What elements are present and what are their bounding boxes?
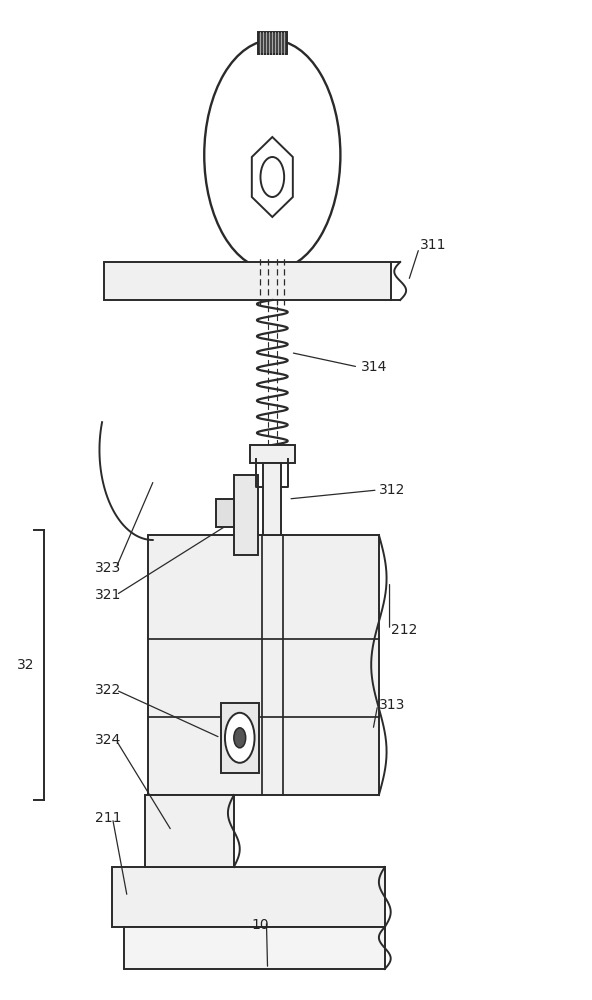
Bar xyxy=(250,445,295,463)
Bar xyxy=(124,927,385,969)
Text: 323: 323 xyxy=(95,561,121,575)
Bar xyxy=(145,795,234,867)
Text: 32: 32 xyxy=(17,658,34,672)
Bar xyxy=(112,867,385,927)
Bar xyxy=(263,463,281,535)
Text: 311: 311 xyxy=(420,238,447,252)
Text: 212: 212 xyxy=(391,623,417,637)
Bar xyxy=(148,535,379,795)
Text: 314: 314 xyxy=(361,360,388,374)
Circle shape xyxy=(225,713,255,763)
Bar xyxy=(104,262,391,300)
Bar xyxy=(258,32,287,54)
Text: 321: 321 xyxy=(95,588,121,602)
Text: 324: 324 xyxy=(95,733,121,747)
Polygon shape xyxy=(252,137,293,217)
Circle shape xyxy=(260,157,284,197)
Bar xyxy=(220,703,259,773)
Circle shape xyxy=(204,40,340,270)
Text: 312: 312 xyxy=(379,483,406,497)
Bar xyxy=(234,475,258,555)
Text: 322: 322 xyxy=(95,683,121,697)
Text: 313: 313 xyxy=(379,698,406,712)
Bar xyxy=(216,499,234,527)
Text: 10: 10 xyxy=(252,918,269,932)
Text: 211: 211 xyxy=(95,811,121,825)
Circle shape xyxy=(234,728,246,748)
